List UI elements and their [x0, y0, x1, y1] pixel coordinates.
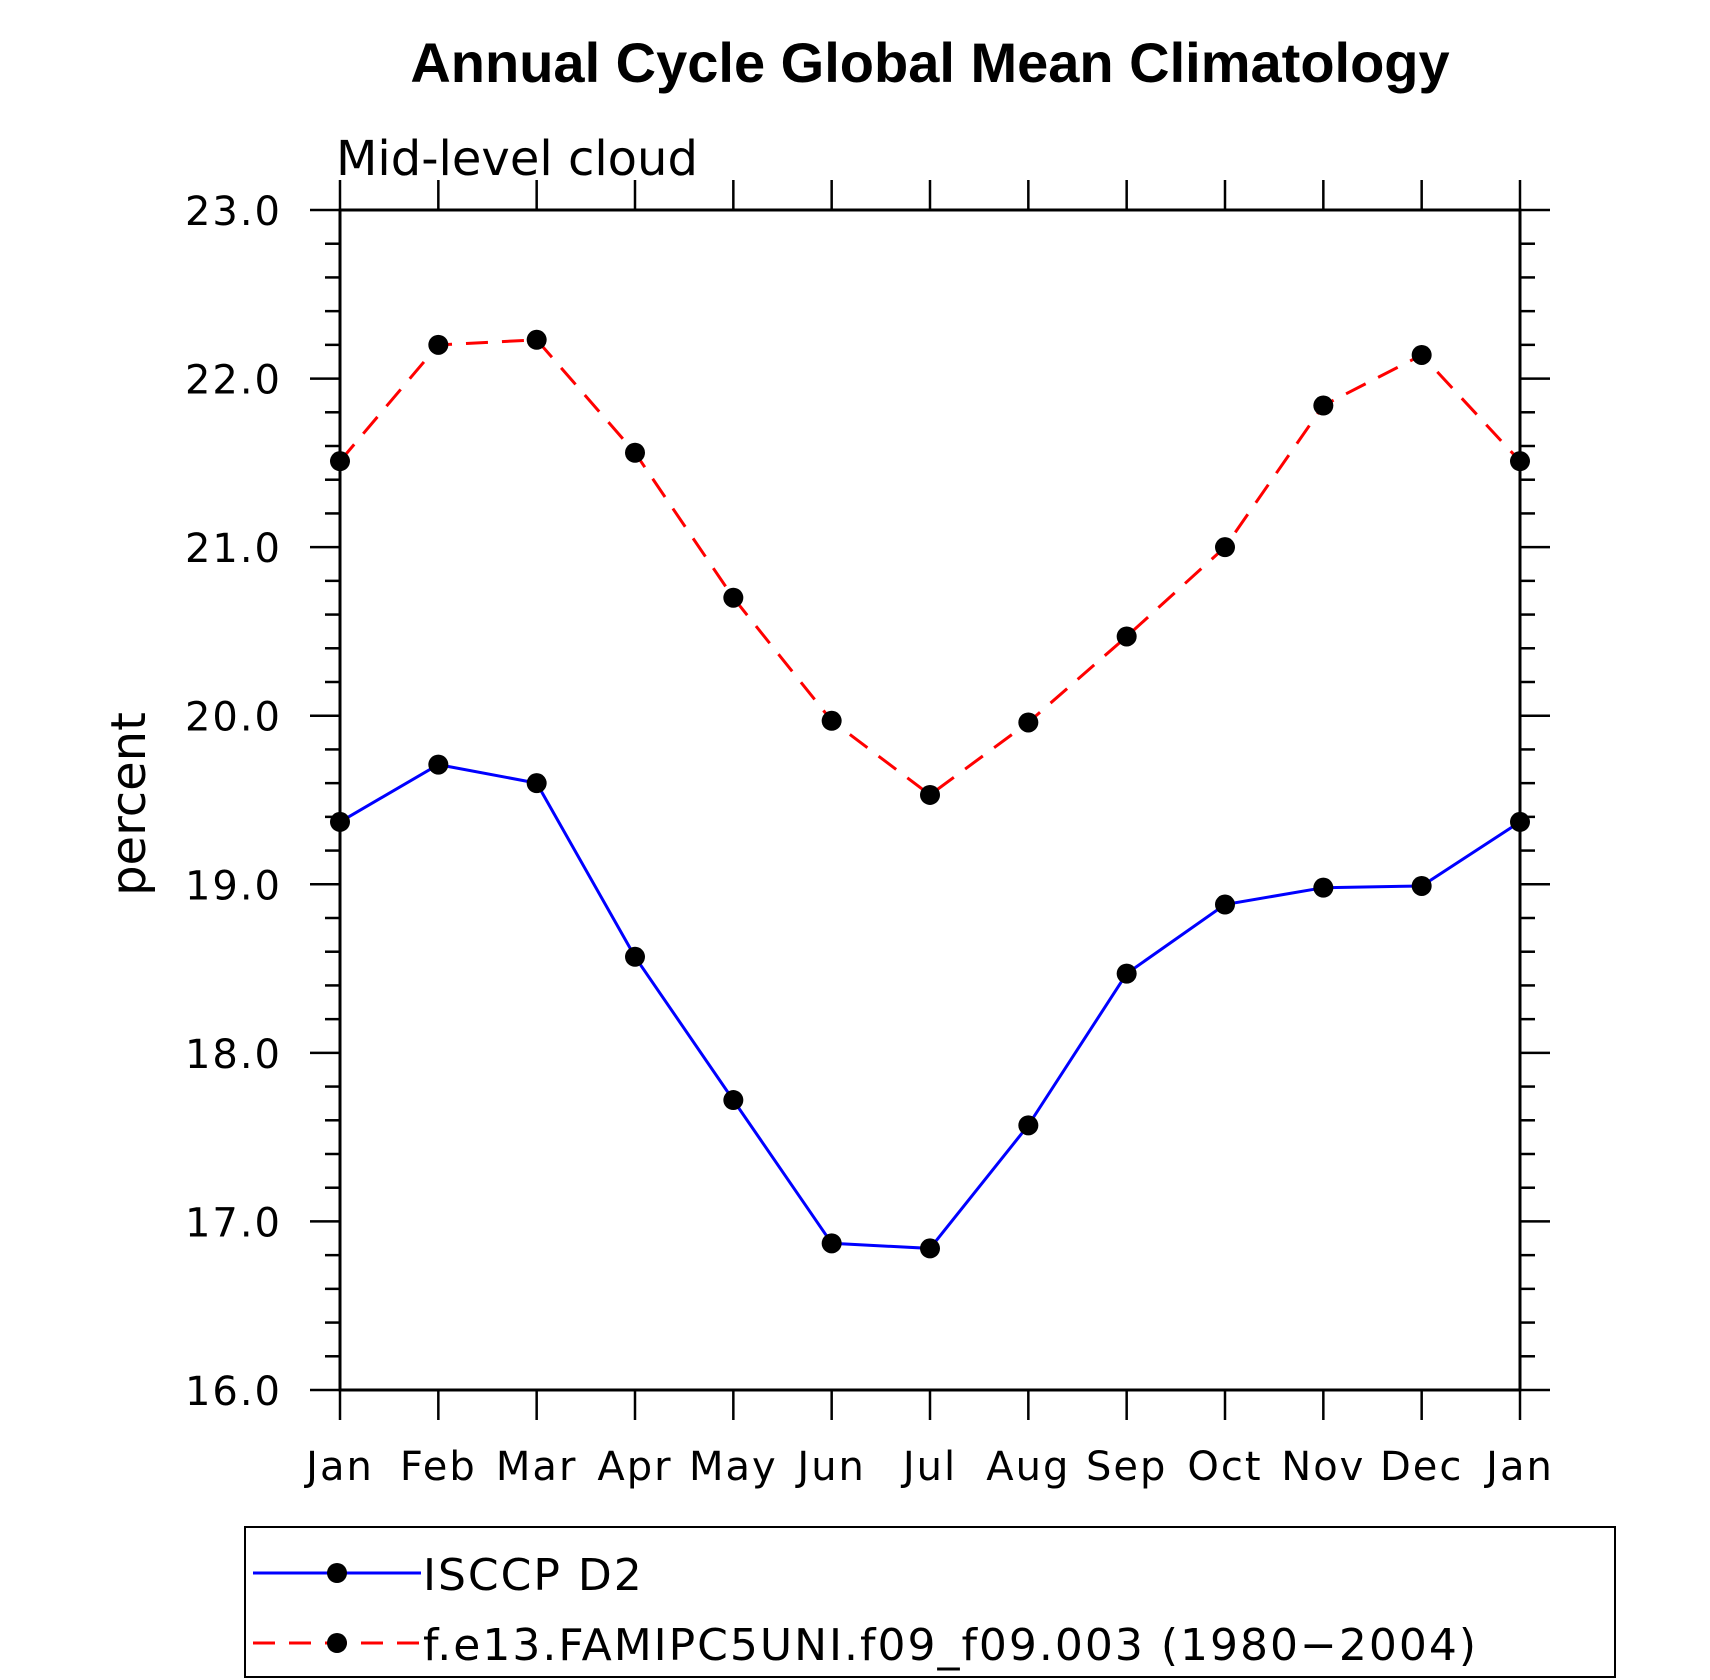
legend-marker-model	[327, 1633, 347, 1653]
series-1-point	[1510, 451, 1530, 472]
y-axis-label: percent	[101, 712, 157, 896]
x-tick-label: Oct	[1187, 1444, 1262, 1490]
series-0-point	[1116, 963, 1137, 984]
series-0-point	[1411, 875, 1432, 896]
x-tick-label: Aug	[986, 1444, 1070, 1490]
series-0-point	[1510, 811, 1530, 832]
x-tick-label: May	[689, 1444, 778, 1490]
y-tick-label: 22.0	[185, 358, 282, 404]
series-1-point	[526, 329, 547, 350]
x-axis: Jan Feb Mar Apr May Jun Jul Aug Sep Oct Nov Dec Jan	[303, 180, 1554, 1490]
series-0-point	[625, 946, 645, 967]
x-tick-label: Mar	[496, 1444, 577, 1490]
y-tick-label: 18.0	[185, 1032, 282, 1078]
x-tick-label: Jan	[1483, 1444, 1554, 1490]
series-0-point	[920, 1238, 940, 1259]
series-0-point	[1313, 877, 1334, 898]
y-tick-label: 23.0	[185, 189, 282, 235]
y-axis: 16.0 17.0 18.0 19.0 20.0 21.0 22.0 23.0	[185, 189, 1550, 1415]
x-tick-label: Jan	[303, 1444, 374, 1490]
series-0-point	[723, 1090, 744, 1111]
y-tick-label: 20.0	[185, 695, 282, 741]
x-tick-label: Nov	[1281, 1444, 1365, 1490]
legend-label-isccp: ISCCP D2	[423, 1550, 644, 1601]
series-0-point	[330, 811, 350, 832]
legend: ISCCP D2 f.e13.FAMIPC5UNI.f09_f09.003 (1…	[244, 1526, 1616, 1678]
legend-marker-isccp	[327, 1563, 347, 1583]
x-tick-label: Apr	[597, 1444, 672, 1490]
series-line-0	[339, 763, 1521, 1250]
legend-box	[244, 1526, 1616, 1678]
series-1-point	[1313, 395, 1334, 416]
y-tick-label: 19.0	[185, 863, 282, 909]
series-1-point	[1116, 626, 1137, 647]
y-tick-label: 17.0	[185, 1200, 282, 1246]
series-1-point	[920, 784, 940, 805]
y-tick-label: 16.0	[185, 1369, 282, 1415]
x-tick-label: Jul	[900, 1444, 957, 1490]
series-0-point	[1018, 1115, 1039, 1136]
series-0-point	[526, 773, 547, 794]
series-0-point	[821, 1233, 842, 1254]
series-1-point	[428, 334, 449, 355]
series-1-point	[1215, 537, 1235, 558]
series-0-point	[428, 754, 449, 775]
series-1-point	[723, 587, 744, 608]
y-tick-label: 21.0	[185, 526, 282, 572]
series-1-point	[1018, 712, 1039, 733]
series-layer	[330, 329, 1530, 1259]
series-1-point	[1411, 344, 1432, 365]
series-1-point	[821, 710, 842, 731]
x-tick-label: Jun	[794, 1444, 866, 1490]
series-0-point	[1215, 894, 1235, 915]
x-tick-label: Dec	[1380, 1444, 1463, 1490]
x-tick-label: Feb	[400, 1444, 477, 1490]
series-1-point	[625, 442, 645, 463]
x-tick-label: Sep	[1086, 1444, 1167, 1490]
legend-label-model: f.e13.FAMIPC5UNI.f09_f09.003 (1980−2004)	[423, 1620, 1478, 1671]
chart-subtitle: Mid-level cloud	[336, 131, 698, 187]
series-1-point	[330, 451, 350, 472]
chart-title: Annual Cycle Global Mean Climatology	[410, 31, 1449, 94]
series-line-1	[338, 338, 1522, 797]
